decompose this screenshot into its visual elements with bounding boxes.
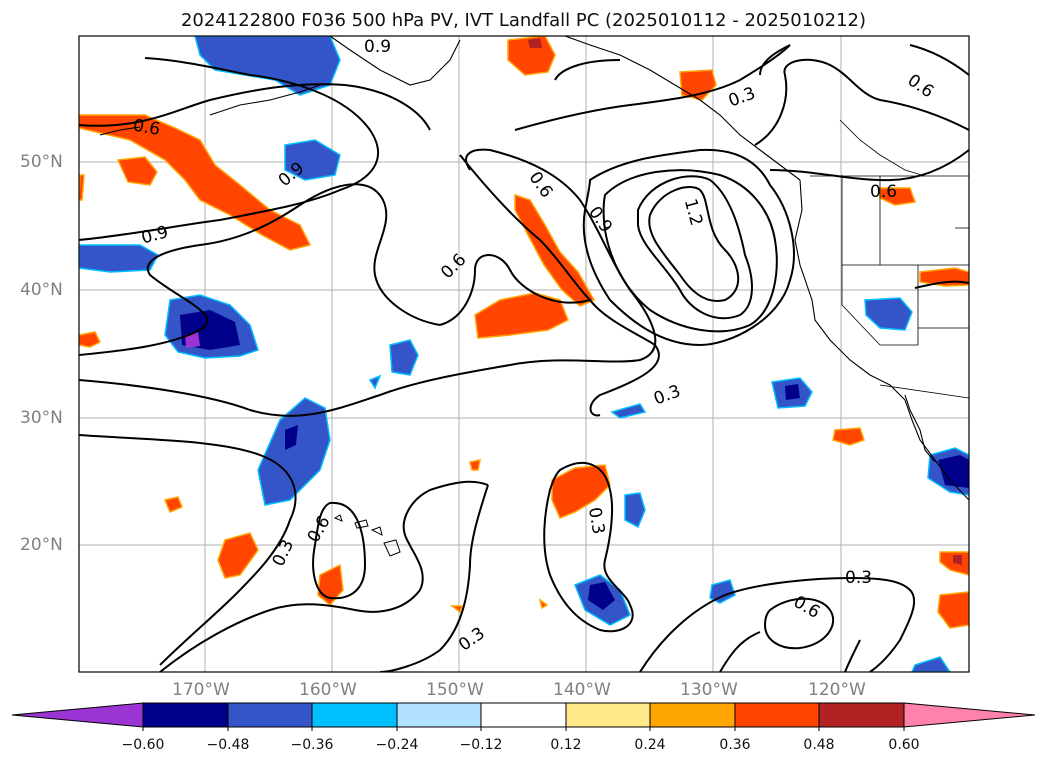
colorbar-tick-label: 0.48 [803, 737, 835, 753]
contour-label: 1.2 [680, 197, 706, 228]
contour-label: 0.3 [269, 537, 299, 570]
pv-contours [79, 44, 969, 672]
contour-label: 0.3 [455, 624, 489, 656]
map-frame [78, 35, 970, 673]
contour-label: 0.9 [364, 37, 391, 57]
contour-label: 0.6 [904, 70, 938, 102]
colorbar-segment [311, 702, 398, 728]
lon-label: 160°W [299, 680, 357, 700]
colorbar-tick-label: 0.24 [634, 737, 666, 753]
lat-label: 30°N [20, 408, 63, 428]
lon-label: 130°W [680, 680, 738, 700]
colorbar-tick-label: 0.12 [550, 737, 582, 753]
grid-lines [79, 36, 969, 672]
colorbar-tick-label: −0.12 [459, 737, 503, 753]
colorbar-tick-label: −0.36 [290, 737, 334, 753]
contour-label: 0.9 [584, 203, 616, 237]
lon-label: 120°W [808, 680, 866, 700]
colorbar-tick-label: 0.60 [888, 737, 920, 753]
colorbar-tick-label: −0.60 [121, 737, 165, 753]
contour-label: 0.3 [845, 568, 872, 588]
colorbar-segment [227, 702, 313, 728]
colorbar-segment [396, 702, 482, 728]
colorbar-tick-label: −0.48 [206, 737, 250, 753]
contour-label: 0.3 [651, 381, 683, 409]
contour-label: 0.9 [139, 222, 170, 248]
lon-label: 140°W [553, 680, 611, 700]
strong-positive-cores [528, 38, 962, 565]
colorbar-segment [818, 702, 905, 728]
colorbar-tick-label: −0.24 [375, 737, 419, 753]
lon-label: 150°W [426, 680, 484, 700]
map-title: 2024122800 F036 500 hPa PV, IVT Landfall… [180, 10, 867, 31]
lat-label: 40°N [20, 280, 63, 300]
contour-label: 0.3 [584, 506, 608, 536]
colorbar-segment [480, 702, 567, 728]
colorbar-extend-low [11, 702, 144, 728]
colorbar-segment [142, 702, 229, 728]
contour-label: 0.6 [870, 182, 897, 202]
colorbar-extend-high [903, 702, 1036, 728]
contour-label: 0.6 [525, 168, 557, 202]
lon-label: 170°W [172, 680, 230, 700]
colorbar-tick-label: 0.36 [719, 737, 751, 753]
coastlines [99, 36, 969, 501]
colorbar-ticks [142, 727, 905, 731]
colorbar-segment [565, 702, 651, 728]
colorbar-segment [734, 702, 820, 728]
hawaii-islands [333, 514, 401, 557]
lat-label: 20°N [20, 535, 63, 555]
contour-label: 0.6 [790, 592, 823, 623]
positive-anomaly-patches [79, 36, 969, 629]
lat-label: 50°N [20, 152, 63, 172]
contour-label: 0.6 [437, 250, 470, 283]
colorbar [11, 702, 1036, 728]
colorbar-segment [649, 702, 736, 728]
political-borders [810, 119, 969, 399]
contour-label: 0.6 [304, 513, 335, 546]
contour-label: 0.3 [726, 83, 758, 111]
negative-anomaly-patches [79, 36, 969, 672]
contour-label: 0.6 [131, 116, 161, 140]
